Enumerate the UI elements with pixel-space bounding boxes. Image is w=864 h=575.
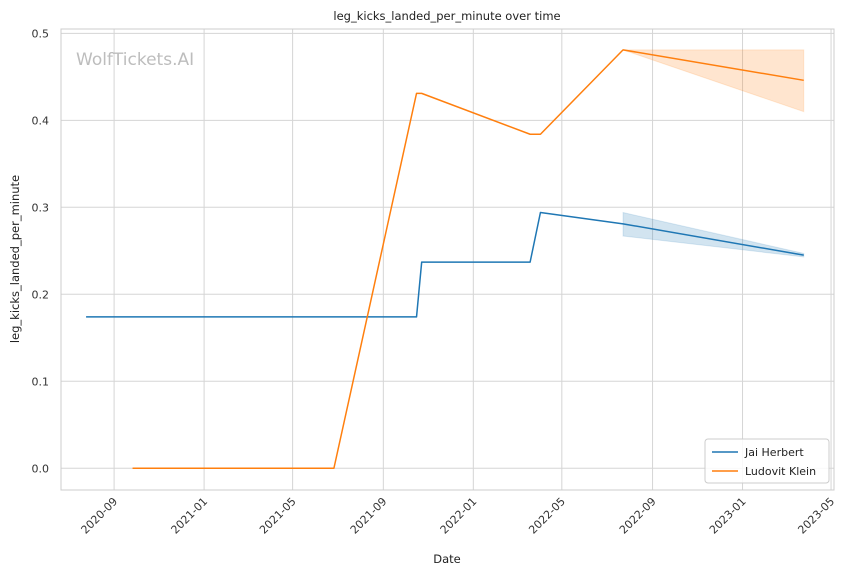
legend-label-ludovit-klein: Ludovit Klein <box>745 465 816 478</box>
confidence-band-ludovit-klein <box>622 49 805 113</box>
chart-title: leg_kicks_landed_per_minute over time <box>333 9 560 23</box>
legend-label-jai-herbert: Jai Herbert <box>744 446 804 459</box>
x-tick-label: 2020-09 <box>79 495 121 537</box>
series-line-ludovit-klein <box>132 49 804 470</box>
series-lines <box>86 49 804 470</box>
x-tick-label: 2022-01 <box>438 495 480 537</box>
x-axis-label: Date <box>433 552 461 566</box>
legend-frame <box>704 438 830 484</box>
legend: Jai Herbert Ludovit Klein <box>704 438 830 484</box>
y-tick-label: 0.0 <box>32 462 50 475</box>
y-tick-label: 0.4 <box>32 114 50 127</box>
x-tick-label: 2021-01 <box>169 495 211 537</box>
x-tick-label: 2021-05 <box>257 495 299 537</box>
y-axis-label: leg_kicks_landed_per_minute <box>8 175 22 343</box>
watermark-text: WolfTickets.AI <box>76 50 194 70</box>
y-tick-label: 0.2 <box>32 288 50 301</box>
x-tick-label: 2022-09 <box>617 495 659 537</box>
x-tick-label: 2021-09 <box>348 495 390 537</box>
y-tick-label: 0.3 <box>32 201 50 214</box>
grid <box>61 29 834 490</box>
x-tick-label: 2023-05 <box>795 495 837 537</box>
y-tick-label: 0.5 <box>32 27 50 40</box>
series-line-jai-herbert <box>86 211 804 318</box>
x-tick-label: 2022-05 <box>526 495 568 537</box>
x-tick-label: 2023-01 <box>707 495 749 537</box>
confidence-band-jai-herbert <box>622 211 805 258</box>
plot-frame <box>60 28 835 491</box>
confidence-bands <box>622 49 805 258</box>
y-tick-label: 0.1 <box>32 375 50 388</box>
